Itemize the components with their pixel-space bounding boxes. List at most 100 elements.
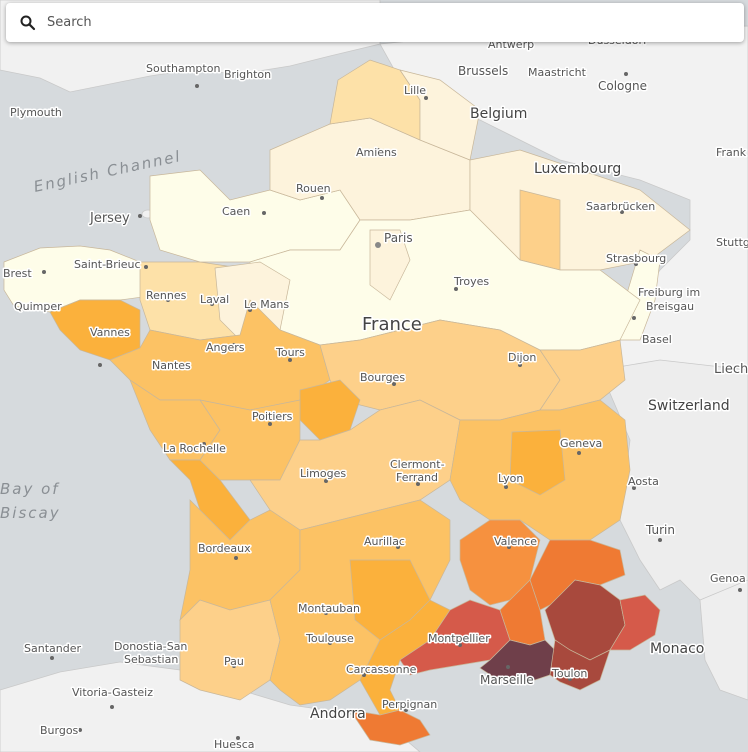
city-dot (568, 677, 572, 681)
city-label: Strasbourg (606, 252, 666, 265)
city-label: Breisgau (646, 300, 694, 313)
city-dot (202, 442, 206, 446)
city-dot (236, 736, 240, 740)
country-label-switzerland: Switzerland (648, 398, 730, 414)
department-region[interactable] (3, 245, 151, 313)
city-label: Perpignan (382, 698, 437, 711)
city-markers (42, 72, 742, 740)
city-dot (78, 728, 82, 732)
department-region[interactable] (519, 189, 561, 271)
city-label: Turin (645, 523, 675, 537)
country-label-belgium: Belgium (470, 106, 527, 122)
city-label: Geneva (560, 437, 602, 450)
city-label: Laval (200, 293, 229, 306)
city-label: Maastricht (528, 66, 587, 79)
city-label: Rouen (296, 182, 331, 195)
country-label-monaco: Monaco (650, 641, 704, 657)
country-label-luxembourg: Luxembourg (534, 161, 621, 177)
department-region[interactable] (349, 709, 431, 746)
city-label: Basel (642, 333, 672, 346)
city-dot (324, 611, 328, 615)
city-label: Vannes (90, 326, 130, 339)
search-icon[interactable] (19, 14, 37, 32)
city-label: Jersey (89, 211, 130, 226)
city-dot (376, 148, 380, 152)
land-italy-coast (699, 579, 748, 701)
city-label: Bordeaux (198, 542, 251, 555)
country-label-andorra: Andorra (310, 706, 366, 722)
city-dot (56, 304, 60, 308)
search-input[interactable] (47, 7, 744, 38)
city-label: Saarbrücken (586, 200, 655, 213)
city-dot (324, 479, 328, 483)
city-dot (375, 242, 381, 248)
city-label: Genoa (710, 572, 746, 585)
city-label: Lyon (498, 472, 523, 485)
city-dot (138, 214, 142, 218)
city-label: Marseille (480, 673, 534, 687)
city-label: Angers (206, 341, 245, 354)
department-region[interactable] (369, 229, 411, 301)
city-dot (392, 382, 396, 386)
city-dot (632, 316, 636, 320)
city-dot (210, 302, 214, 306)
city-dot (362, 673, 366, 677)
city-label: Montpellier (428, 632, 490, 645)
city-label: Freiburg im (638, 286, 700, 299)
city-dot (158, 658, 162, 662)
city-label: Aurillac (364, 535, 405, 548)
city-dot (620, 210, 624, 214)
city-dot (738, 588, 742, 592)
city-label: Brussels (458, 64, 508, 78)
city-dot (518, 363, 522, 367)
department-region[interactable] (509, 429, 566, 496)
city-label: Valence (494, 535, 537, 548)
city-dot (396, 545, 400, 549)
city-dot (248, 308, 252, 312)
city-dot (506, 665, 510, 669)
city-label: Poitiers (252, 410, 293, 423)
city-dot (98, 363, 102, 367)
city-dot (288, 358, 292, 362)
city-label: Quimper (14, 300, 62, 313)
city-label: Toulouse (305, 632, 354, 645)
city-dot (268, 422, 272, 426)
city-dot (262, 211, 266, 215)
land-spain (0, 661, 421, 752)
city-dot (624, 72, 628, 76)
city-dot (328, 641, 332, 645)
city-dot (195, 84, 199, 88)
city-label: Rennes (146, 289, 187, 302)
city-label: Stuttg (716, 236, 748, 249)
city-dot (158, 366, 162, 370)
city-label: Huesca (214, 738, 255, 751)
department-region[interactable] (549, 639, 611, 691)
city-label: Montauban (298, 602, 360, 615)
city-dot (320, 196, 324, 200)
city-dot (632, 486, 636, 490)
city-dot (234, 556, 238, 560)
city-label: Caen (222, 205, 250, 218)
city-dot (232, 664, 236, 668)
city-label: Plymouth (10, 106, 62, 119)
city-label: Brighton (224, 68, 271, 81)
city-label: Aosta (628, 475, 659, 488)
city-label: Pau (224, 655, 244, 668)
department-region[interactable] (609, 594, 661, 651)
sea-label-bay-of: Bay of (0, 480, 60, 498)
city-label: Le Mans (244, 298, 289, 311)
city-label: Bourges (360, 371, 405, 384)
france-regions (3, 59, 691, 746)
city-label: Frank (716, 146, 747, 159)
city-label: Amiens (356, 146, 397, 159)
search-bar[interactable] (6, 3, 744, 42)
city-dot (50, 656, 54, 660)
city-label: Brest (3, 267, 32, 280)
city-label: Nantes (152, 359, 191, 372)
sea-label-biscay: Biscay (0, 504, 61, 522)
city-label: Clermont- (390, 458, 445, 471)
city-label: Sebastian (124, 653, 178, 666)
city-dot (646, 338, 650, 342)
city-dot (110, 705, 114, 709)
